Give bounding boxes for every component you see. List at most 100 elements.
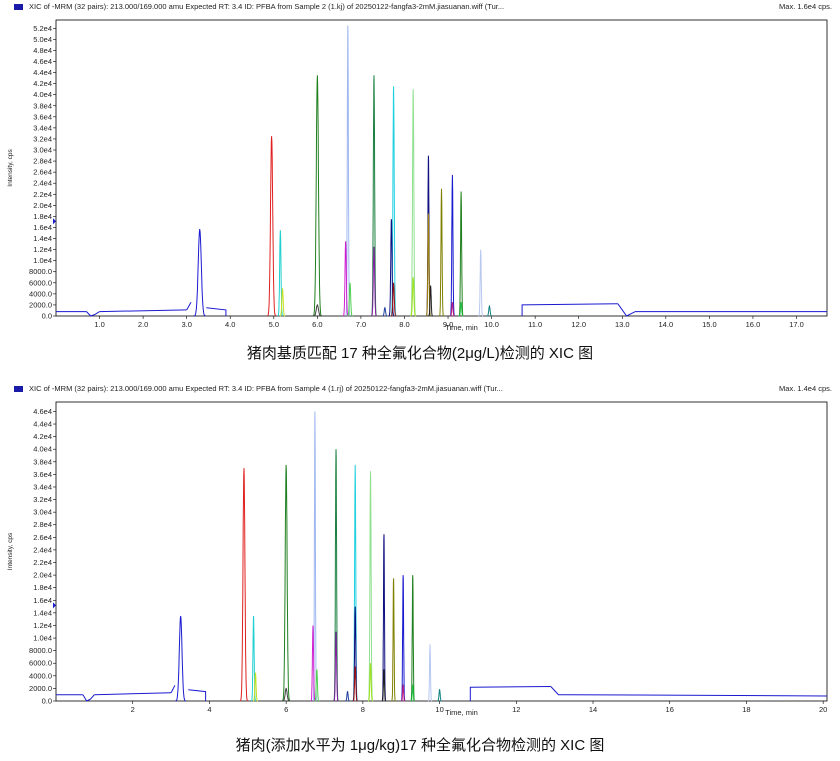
y-tick-label: 5.2e4: [33, 24, 52, 33]
y-tick-label: 3.6e4: [33, 112, 52, 121]
chromatogram-peak: [277, 230, 284, 317]
y-tick-label: 4000.0: [29, 289, 52, 298]
chromatogram-peak: [347, 282, 353, 317]
xic-chart-2: 0.0 2000.0 4000.0 6000.0 8000.0 1.0e4 1.2e4 1.4…: [7, 401, 828, 717]
max-intensity-label: Max. 1.6e4 cps.: [779, 2, 832, 11]
y-tick-label: 4.4e4: [33, 68, 52, 77]
chromatogram-peak: [282, 464, 291, 702]
chromatogram-peak: [450, 302, 455, 317]
y-tick-label: 3.2e4: [33, 134, 52, 143]
y-tick-label: 2.6e4: [33, 168, 52, 177]
chromatogram-peak: [252, 672, 258, 702]
y-tick-label: 3.4e4: [33, 482, 52, 491]
y-tick-label: 5.0e4: [33, 35, 52, 44]
x-tick-label: 8.0: [399, 320, 409, 329]
y-tick-label: 1.2e4: [33, 621, 52, 630]
y-tick-label: 4.4e4: [33, 420, 52, 429]
y-tick-label: 4000.0: [29, 671, 52, 680]
chromatogram-peak: [458, 302, 464, 317]
threshold-arrow-icon: [53, 218, 56, 225]
chromatogram-peak: [428, 285, 433, 317]
x-tick-label: 16.0: [746, 320, 761, 329]
chromatogram-peak: [342, 241, 349, 317]
y-tick-label: 1.6e4: [33, 223, 52, 232]
x-tick-label: 9.0: [443, 320, 453, 329]
chromatogram-peak: [390, 86, 397, 317]
chromatogram-peak: [352, 464, 358, 702]
x-tick-label: 11.0: [528, 320, 542, 329]
chromatogram-peak: [478, 249, 484, 317]
y-tick-label: 4.8e4: [33, 46, 52, 55]
y-tick-label: 2.2e4: [33, 558, 52, 567]
y-tick-label: 1.4e4: [33, 608, 52, 617]
y-tick-label: 6000.0: [29, 659, 52, 668]
chart-header-2: XIC of -MRM (32 pairs): 213.000/169.000 …: [14, 382, 840, 396]
baseline-trace: [186, 301, 192, 311]
x-tick-label: 4: [207, 705, 211, 714]
y-tick-label: 1.6e4: [33, 596, 52, 605]
y-axis-label: Intensity, cps: [7, 149, 14, 187]
y-tick-label: 0.0: [42, 697, 52, 706]
x-tick-label: 6: [284, 705, 288, 714]
threshold-arrow-icon: [53, 602, 56, 609]
chromatogram-peak: [437, 688, 442, 702]
baseline-trace: [86, 311, 100, 317]
x-tick-label: 2.0: [138, 320, 148, 329]
x-tick-label: 17.0: [789, 320, 804, 329]
baseline-trace: [617, 303, 827, 317]
y-tick-label: 0.0: [42, 312, 52, 321]
chromatogram-peak: [371, 246, 377, 317]
y-tick-label: 1.8e4: [33, 583, 52, 592]
y-tick-label: 2.0e4: [33, 571, 52, 580]
y-tick-label: 2000.0: [29, 684, 52, 693]
y-tick-label: 4.0e4: [33, 445, 52, 454]
chromatogram-peak: [352, 666, 358, 702]
chromatogram-peak: [486, 304, 492, 317]
baseline-trace: [82, 694, 95, 702]
chromatogram-peak: [391, 578, 396, 702]
y-tick-label: 4.6e4: [33, 407, 52, 416]
plot-frame: [55, 19, 828, 317]
y-tick-label: 1.2e4: [33, 245, 52, 254]
chromatogram-peak: [458, 191, 464, 317]
chromatogram-peak: [282, 687, 290, 702]
baseline-trace: [550, 686, 828, 697]
y-tick-label: 2.0e4: [33, 201, 52, 210]
y-tick-label: 2000.0: [29, 300, 52, 309]
chromatogram-peak: [371, 75, 377, 317]
chromatogram-peak: [250, 615, 257, 702]
y-tick-label: 2.2e4: [33, 190, 52, 199]
y-tick-label: 8000.0: [29, 646, 52, 655]
x-tick-label: 12: [512, 705, 520, 714]
chromatogram-peak: [333, 449, 339, 702]
x-tick-label: 16: [666, 705, 674, 714]
y-tick-label: 2.8e4: [33, 520, 52, 529]
y-tick-label: 2.4e4: [33, 545, 52, 554]
chromatogram-peak: [239, 468, 249, 702]
max-intensity-label: Max. 1.4e4 cps.: [779, 384, 832, 393]
y-tick-label: 2.4e4: [33, 179, 52, 188]
chromatogram-peak: [175, 615, 187, 702]
chromatogram-peak: [345, 690, 350, 702]
trace-color-marker: [14, 4, 23, 11]
trace-color-marker: [14, 386, 23, 393]
chromatogram-peak: [267, 136, 277, 317]
chart-header-1: XIC of -MRM (32 pairs): 213.000/169.000 …: [14, 0, 840, 14]
y-tick-label: 3.6e4: [33, 470, 52, 479]
chart-panel-1: XIC of -MRM (32 pairs): 213.000/169.000 …: [0, 0, 840, 335]
y-tick-label: 2.6e4: [33, 533, 52, 542]
y-tick-label: 4.2e4: [33, 432, 52, 441]
chromatogram-peak: [427, 644, 433, 702]
y-tick-label: 3.4e4: [33, 123, 52, 132]
x-tick-label: 8: [361, 705, 365, 714]
y-tick-label: 4.6e4: [33, 57, 52, 66]
x-tick-label: 6.0: [312, 320, 322, 329]
x-tick-label: 3.0: [181, 320, 191, 329]
chromatogram-peak: [279, 288, 286, 317]
y-axis-label: Intensity, cps: [7, 532, 14, 570]
chromatogram-peak: [400, 575, 406, 702]
y-tick-label: 3.0e4: [33, 508, 52, 517]
caption-2: 猪肉(添加水平为 1μg/kg)17 种全氟化合物检测的 XIC 图: [235, 737, 605, 754]
y-tick-label: 1.8e4: [33, 212, 52, 221]
x-tick-label: 10.0: [484, 320, 499, 329]
